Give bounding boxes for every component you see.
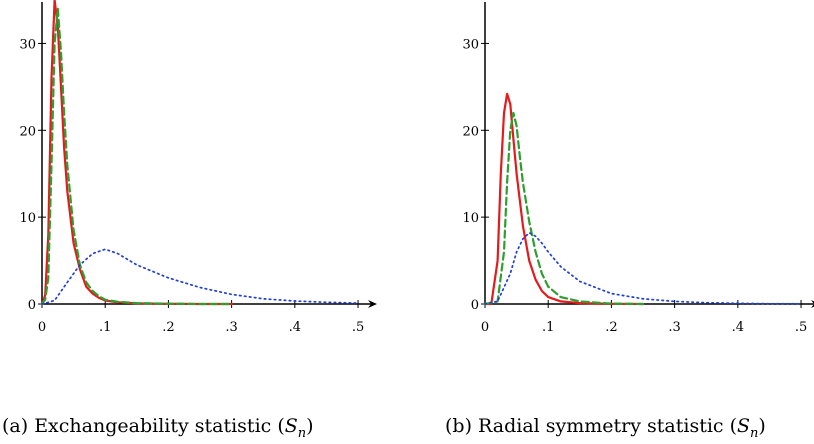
panel-b-y-tick-label: 10 <box>462 211 479 226</box>
panel-b-y-tick-label: 30 <box>462 37 479 52</box>
panel-a-y-tick-label: 0 <box>28 298 36 313</box>
panel-b-x-tick-label: .4 <box>732 320 744 335</box>
panel-b-x-tick-label: .2 <box>605 320 617 335</box>
panel-b-x-tick-label: 0 <box>481 320 489 335</box>
panel-a-y-tick-label: 10 <box>19 211 36 226</box>
panel-a: 0 .1 .2 .3 .4 .5 0 10 20 30 (a) Exchangeability st… <box>2 0 377 441</box>
panel-a-x-tick-label: 0 <box>38 320 46 335</box>
panel-a-x-tick-label: .1 <box>99 320 111 335</box>
panel-a-series-dotted-line <box>42 249 358 304</box>
panel-a-x-tick-label: .3 <box>225 320 237 335</box>
panel-b-series-solid-line <box>485 94 643 304</box>
panel-a-caption: (a) Exchangeability statistic (Sn) <box>2 415 314 441</box>
panel-a-series-solid-line <box>42 0 232 304</box>
panel-b: 0 .1 .2 .3 .4 .5 0 10 20 30 (b) Radial symmetry st… <box>445 2 814 441</box>
panel-b-x-tick-label: .1 <box>542 320 554 335</box>
panel-a-y-tick-label: 30 <box>19 37 36 52</box>
panel-a-x-tick-label: .5 <box>352 320 364 335</box>
panel-b-x-tick-label: .3 <box>668 320 680 335</box>
panel-b-caption: (b) Radial symmetry statistic (Sn) <box>445 415 766 441</box>
panel-a-x-tick-label: .2 <box>162 320 174 335</box>
panel-a-y-tick-label: 20 <box>19 124 36 139</box>
panel-b-x-tick-label: .5 <box>795 320 807 335</box>
panel-a-x-tick-label: .4 <box>289 320 301 335</box>
panel-b-y-tick-label: 20 <box>462 124 479 139</box>
panel-a-series-dashed-line <box>42 9 232 304</box>
panel-b-y-tick-label: 0 <box>471 298 479 313</box>
